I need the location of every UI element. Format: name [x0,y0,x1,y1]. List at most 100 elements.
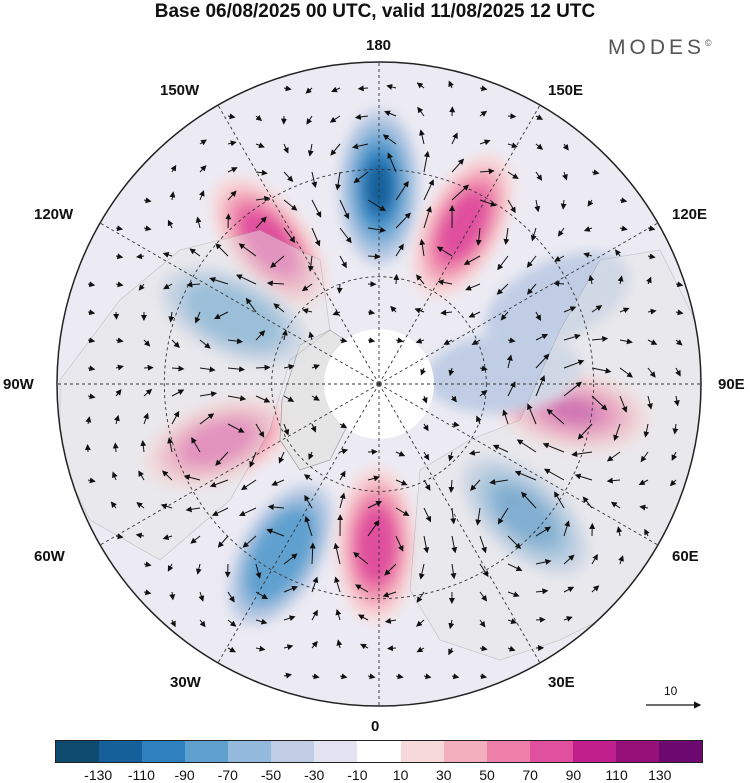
wind-vector [339,422,348,429]
wind-vector [591,169,600,176]
anomaly-contour [366,162,392,213]
wind-vector [619,197,628,204]
wind-vector [160,503,173,510]
wind-vector [255,364,271,371]
wind-vector [199,619,206,628]
wind-vector [195,563,202,575]
graticule [57,62,701,706]
wind-vector [393,273,400,285]
latitude-circle [271,276,487,492]
wind-vector [423,179,434,201]
wind-vector [227,113,236,120]
wind-vector [497,255,509,271]
wind-vector [443,339,453,345]
wind-vector [225,213,232,229]
wind-vector [255,216,267,229]
wind-vector [283,672,292,679]
wind-vector [87,477,96,484]
wind-vector [87,281,96,288]
wind-vector [502,409,509,425]
wind-vector [423,206,432,229]
wind-vector [335,171,342,191]
wind-vector [619,225,628,232]
wind-vector [672,423,679,435]
lon-label-30w: 30W [170,674,201,691]
wind-vector [647,253,656,260]
wind-vector [87,393,96,400]
anomaly-contour [185,283,282,349]
anomaly-contour [356,506,396,584]
wind-vector [496,283,509,295]
wind-vector [448,367,455,377]
wind-vector [619,395,628,413]
wind-vector [339,673,348,680]
wind-vector [395,673,404,680]
wind-vectors [84,80,684,680]
negative-anomaly [339,109,419,266]
wind-vector [647,225,656,232]
colorbar-tick-label: 10 [392,767,409,783]
wind-vector [418,563,425,580]
wind-vector [199,165,207,173]
wind-vector [479,390,488,397]
wind-vector [273,303,285,313]
wind-vector [669,479,677,487]
wind-vector [535,526,552,537]
wind-vector [339,470,346,481]
wind-vector [571,451,593,457]
wind-vector [507,591,520,598]
wind-vector [199,139,207,146]
wind-vector [110,501,117,509]
wind-vector [311,171,318,188]
wind-vector [535,559,552,565]
wind-vector [563,616,573,622]
anomaly-contour [549,398,599,425]
wind-vector [255,195,271,202]
wind-vector [675,367,681,377]
wind-vector [468,311,481,318]
wind-vector [367,309,376,316]
colorbar-tick-label: -130 [84,767,113,783]
wind-vector [307,143,314,157]
wind-vector [334,576,341,593]
wind-vector [235,274,257,285]
wind-vector [331,86,341,93]
wind-vector [479,110,488,117]
wind-vector [136,501,145,509]
wind-vector [451,132,458,145]
wind-vector [415,274,425,285]
wind-vector [357,85,369,92]
wind-vector [440,309,453,316]
wind-vector [475,227,482,246]
wind-vector [143,589,152,596]
wind-vector [497,507,509,525]
wind-vector [437,279,453,286]
wind-vector [479,673,488,680]
wind-vector [527,403,537,425]
colorbar-tick-label: -30 [304,767,325,783]
wind-vector [242,535,257,548]
wind-vector [471,339,481,346]
wind-vector [311,609,318,621]
wind-vector [479,365,488,372]
wind-vector [562,171,568,181]
wind-vector [311,395,320,401]
wind-vector [354,113,369,120]
wind-vector [492,444,509,453]
wind-vector [416,82,425,89]
wind-vector [367,673,376,680]
wind-vector [563,554,575,565]
wind-vector [563,586,575,593]
colorbar-bin [443,741,487,762]
wind-vector [507,199,516,214]
positive-anomaly [143,396,293,489]
colorbar-tick-label: -10 [347,767,368,783]
wind-vector [640,451,649,463]
polar-map [56,61,702,709]
wind-vector [554,491,565,509]
colorbar-bin [271,741,315,762]
wind-vector [644,528,650,537]
wind-vector [423,150,430,173]
wind-vector [521,491,537,509]
wind-vector [238,507,257,517]
